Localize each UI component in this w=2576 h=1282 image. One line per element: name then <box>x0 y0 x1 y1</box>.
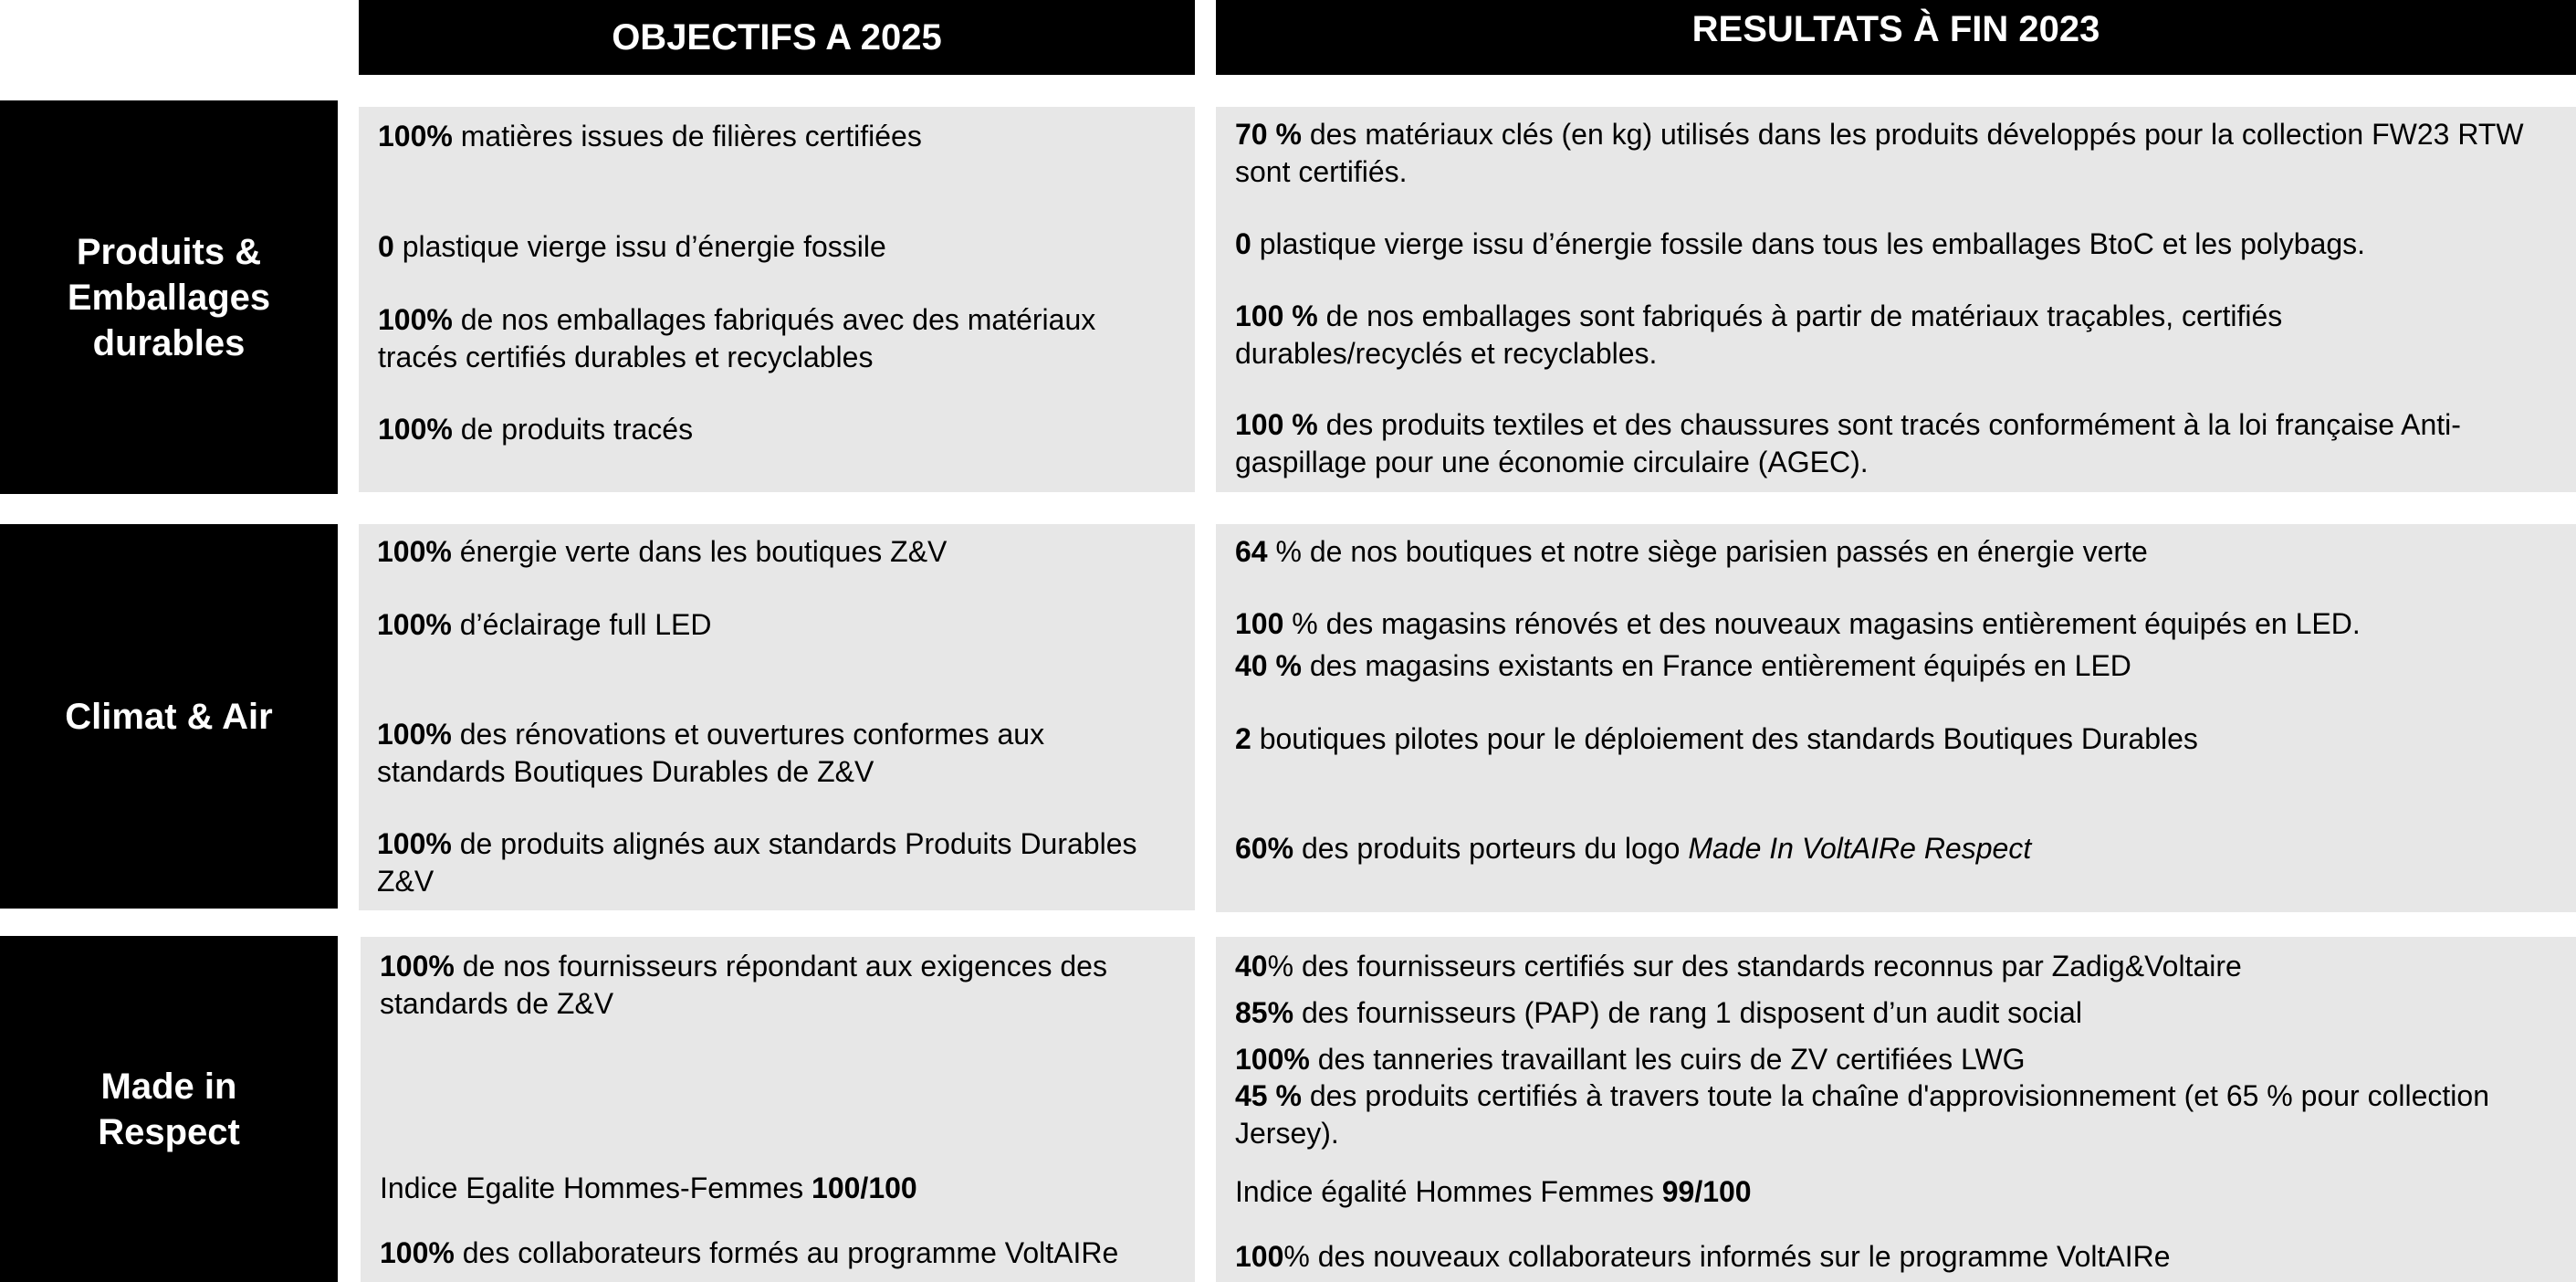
result-text: % des nouveaux collaborateurs informés s… <box>1283 1240 2171 1273</box>
objective-item: Indice Egalite Hommes-Femmes 100/100 <box>380 1170 1177 1207</box>
objective-value: 100% <box>378 120 453 152</box>
result-value: 100 <box>1235 607 1284 640</box>
header-objectives-label: OBJECTIFS A 2025 <box>612 16 942 58</box>
category-made-in-respect: Made in Respect <box>0 936 338 1282</box>
objective-text: matières issues de filières certifiées <box>452 120 922 152</box>
result-item: 2 boutiques pilotes pour le déploiement … <box>1235 720 2558 758</box>
objective-text: de nos fournisseurs répondant aux exigen… <box>380 950 1107 1020</box>
result-value: 60% <box>1235 832 1294 865</box>
objectives-box-row-1: 100% matières issues de filières certifi… <box>359 107 1195 492</box>
result-text: Indice égalité Hommes Femmes <box>1235 1175 1662 1208</box>
result-text: des produits porteurs du logo <box>1293 832 1689 865</box>
objective-item: 100% énergie verte dans les boutiques Z&… <box>377 533 1177 571</box>
objective-item: 100% matières issues de filières certifi… <box>378 118 1177 155</box>
objective-text: de nos emballages fabriqués avec des mat… <box>378 303 1096 373</box>
objective-value: 0 <box>378 230 394 263</box>
objective-item: 0 plastique vierge issu d’énergie fossil… <box>378 228 1177 266</box>
result-text: % des fournisseurs certifiés sur des sta… <box>1267 950 2242 983</box>
result-text: des magasins existants en France entière… <box>1301 649 2131 682</box>
result-item: 45 % des produits certifiés à travers to… <box>1235 1077 2559 1152</box>
objective-item: 100% de produits alignés aux standards P… <box>377 825 1180 900</box>
objective-text: des rénovations et ouvertures conformes … <box>377 718 1045 788</box>
objective-text: énergie verte dans les boutiques Z&V <box>451 535 948 568</box>
header-objectives: OBJECTIFS A 2025 <box>359 0 1195 75</box>
objective-item: 100% de produits tracés <box>378 411 1177 448</box>
objective-value: 100/100 <box>812 1172 917 1204</box>
result-text: des fournisseurs (PAP) de rang 1 dispose… <box>1293 996 2082 1029</box>
result-item: 40 % des magasins existants en France en… <box>1235 647 2558 685</box>
result-value: 45 % <box>1235 1079 1302 1112</box>
objective-text: Indice Egalite Hommes-Femmes <box>380 1172 812 1204</box>
result-value: 40 <box>1235 950 1268 983</box>
result-item: 70 % des matériaux clés (en kg) utilisés… <box>1235 116 2531 191</box>
result-value: 70 % <box>1235 118 1302 151</box>
result-value: 40 % <box>1235 649 1302 682</box>
results-box-row-1: 70 % des matériaux clés (en kg) utilisés… <box>1216 107 2576 492</box>
category-produits-emballages: Produits & Emballages durables <box>0 100 338 494</box>
result-item: 85% des fournisseurs (PAP) de rang 1 dis… <box>1235 994 2558 1032</box>
objective-value: 100% <box>377 535 452 568</box>
objectives-box-row-3: 100% de nos fournisseurs répondant aux e… <box>361 937 1195 1282</box>
objective-value: 100% <box>377 718 452 751</box>
objective-text: des collaborateurs formés au programme V… <box>454 1236 1119 1269</box>
result-value: 100 <box>1235 1240 1284 1273</box>
objective-item: 100% d’éclairage full LED <box>377 606 1177 644</box>
objective-value: 100% <box>378 413 453 446</box>
objective-value: 100% <box>378 303 453 336</box>
objective-item: 100% de nos emballages fabriqués avec de… <box>378 301 1136 376</box>
result-value: 2 <box>1235 722 1251 755</box>
logo-name: Made In VoltAIRe Respect <box>1688 832 2032 865</box>
result-text: % des magasins rénovés et des nouveaux m… <box>1283 607 2361 640</box>
result-text: boutiques pilotes pour le déploiement de… <box>1251 722 2198 755</box>
result-item: 0 plastique vierge issu d’énergie fossil… <box>1235 226 2558 263</box>
objective-value: 100% <box>380 1236 455 1269</box>
result-item: 100% des nouveaux collaborateurs informé… <box>1235 1238 2558 1276</box>
result-value: 0 <box>1235 227 1251 260</box>
results-box-row-2: 64 % de nos boutiques et notre siège par… <box>1216 524 2576 912</box>
objective-value: 100% <box>377 827 452 860</box>
result-text: plastique vierge issu d’énergie fossile … <box>1251 227 2366 260</box>
result-item: 60% des produits porteurs du logo Made I… <box>1235 830 2558 867</box>
result-item: 100 % des produits textiles et des chaus… <box>1235 406 2550 481</box>
objective-value: 100% <box>377 608 452 641</box>
objective-item: 100% des rénovations et ouvertures confo… <box>377 716 1107 791</box>
result-text: des tanneries travaillant les cuirs de Z… <box>1309 1043 2026 1076</box>
objective-text: plastique vierge issu d’énergie fossile <box>393 230 886 263</box>
result-item: 40% des fournisseurs certifiés sur des s… <box>1235 948 2558 985</box>
result-text: des produits textiles et des chaussures … <box>1235 408 2461 478</box>
category-label: Produits & Emballages durables <box>67 231 271 363</box>
objective-text: de produits tracés <box>452 413 694 446</box>
result-text: des produits certifiés à travers toute l… <box>1235 1079 2489 1150</box>
results-box-row-3: 40% des fournisseurs certifiés sur des s… <box>1216 937 2576 1282</box>
result-value: 100% <box>1235 1043 1310 1076</box>
category-label: Climat & Air <box>65 696 273 737</box>
result-value: 100 % <box>1235 299 1318 332</box>
result-value: 99/100 <box>1661 1175 1752 1208</box>
category-label: Made in Respect <box>98 1066 240 1152</box>
objectives-box-row-2: 100% énergie verte dans les boutiques Z&… <box>359 524 1195 910</box>
result-text: de nos emballages sont fabriqués à parti… <box>1235 299 2283 370</box>
objective-item: 100% des collaborateurs formés au progra… <box>380 1235 1177 1272</box>
objective-item: 100% de nos fournisseurs répondant aux e… <box>380 948 1165 1023</box>
result-item: 64 % de nos boutiques et notre siège par… <box>1235 533 2558 571</box>
result-text: % de nos boutiques et notre siège parisi… <box>1267 535 2148 568</box>
objective-text: d’éclairage full LED <box>451 608 712 641</box>
result-value: 64 <box>1235 535 1268 568</box>
header-results: RESULTATS À FIN 2023 <box>1216 0 2576 75</box>
result-text: des matériaux clés (en kg) utilisés dans… <box>1235 118 2524 188</box>
category-climat-air: Climat & Air <box>0 524 338 909</box>
result-item: 100 % des magasins rénovés et des nouvea… <box>1235 605 2558 643</box>
result-item: 100 % de nos emballages sont fabriqués à… <box>1235 298 2349 373</box>
result-value: 100 % <box>1235 408 1318 441</box>
header-results-label: RESULTATS À FIN 2023 <box>1691 9 2100 49</box>
result-item: 100% des tanneries travaillant les cuirs… <box>1235 1041 2558 1078</box>
objective-value: 100% <box>380 950 455 983</box>
result-value: 85% <box>1235 996 1294 1029</box>
objective-text: de produits alignés aux standards Produi… <box>377 827 1137 898</box>
result-item: Indice égalité Hommes Femmes 99/100 <box>1235 1173 2558 1211</box>
